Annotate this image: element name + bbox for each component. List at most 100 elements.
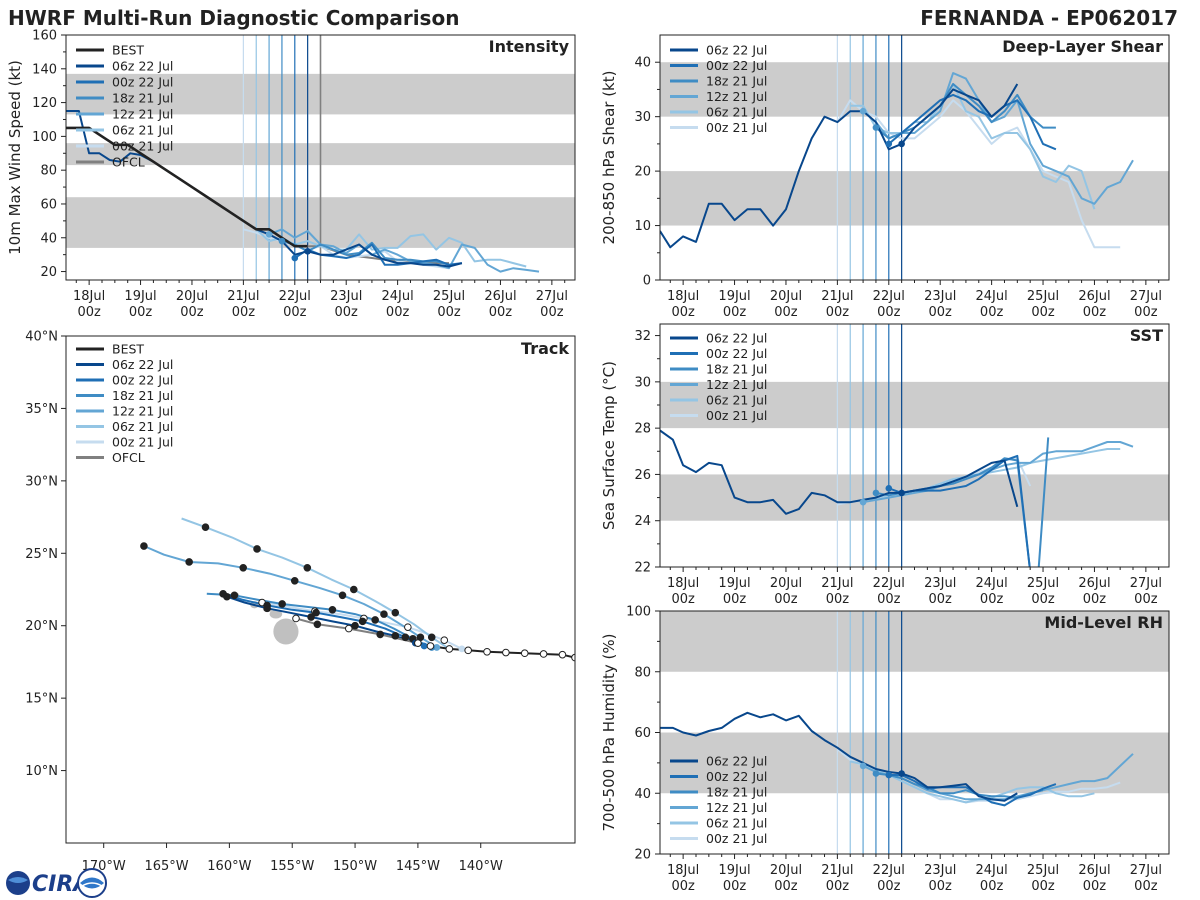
sst-x-tick-label-date: 21Jul xyxy=(821,576,853,591)
rh-y-tick-label: 40 xyxy=(634,787,651,802)
intensity-x-tick-label-date: 25Jul xyxy=(433,289,465,304)
track-start-marker-00z-22-jul xyxy=(421,643,428,650)
track-y-tick-label: 20°N xyxy=(25,619,58,634)
sst-init-marker-12z-21-jul xyxy=(860,499,867,506)
shear-init-marker-00z-22-jul xyxy=(885,141,892,148)
track-position-marker-00z-22-jul xyxy=(359,618,366,625)
intensity-y-tick-label: 160 xyxy=(32,29,57,44)
rh-init-marker-06z-22-jul xyxy=(898,770,905,777)
legend-label-18z-21-jul: 18z 21 Jul xyxy=(706,785,767,800)
rh-x-tick-label-hour: 00z xyxy=(723,879,747,894)
legend-label-18z-21-jul: 18z 21 Jul xyxy=(112,388,173,403)
track-position-marker-06z-21-jul xyxy=(351,586,358,593)
rh-x-tick-label-hour: 00z xyxy=(671,879,695,894)
intensity-y-tick-label: 20 xyxy=(40,265,57,280)
rh-x-tick-label-date: 23Jul xyxy=(924,863,956,878)
track-position-marker-06z-22-jul xyxy=(392,633,399,640)
sst-x-tick-label-hour: 00z xyxy=(877,592,901,607)
track-position-marker-12z-21-jul xyxy=(381,611,388,618)
rh-x-tick-label-date: 19Jul xyxy=(718,863,750,878)
shear-y-tick-label: 0 xyxy=(643,274,651,289)
sst-init-marker-18z-21-jul xyxy=(873,490,880,497)
rh-y-axis-label: 700-500 hPa Humidity (%) xyxy=(600,633,618,831)
sst-x-tick-label-hour: 00z xyxy=(1134,592,1158,607)
track-position-marker-12z-21-jul xyxy=(186,559,193,566)
rh-x-tick-label-hour: 00z xyxy=(877,879,901,894)
rh-y-tick-label: 80 xyxy=(634,665,651,680)
shear-x-tick-label-hour: 00z xyxy=(1134,305,1158,320)
track-position-marker-ofcl xyxy=(377,631,384,638)
track-x-tick-label: 165°W xyxy=(144,859,188,874)
shear-y-tick-label: 40 xyxy=(634,56,651,71)
track-position-marker-best xyxy=(465,647,472,654)
legend-label-ofcl: OFCL xyxy=(112,155,145,170)
sst-x-tick-label-hour: 00z xyxy=(826,592,850,607)
track-position-marker-12z-21-jul xyxy=(141,543,148,550)
rh-x-tick-label-date: 22Jul xyxy=(873,863,905,878)
noaa-logo-icon xyxy=(78,869,106,897)
rh-panel: 2040608010018Jul00z19Jul00z20Jul00z21Jul… xyxy=(600,605,1169,895)
intensity-x-tick-label-date: 19Jul xyxy=(124,289,156,304)
track-position-marker-best xyxy=(427,643,434,650)
shear-x-tick-label-date: 25Jul xyxy=(1027,289,1059,304)
legend-label-06z-22-jul: 06z 22 Jul xyxy=(112,59,173,74)
legend-label-06z-22-jul: 06z 22 Jul xyxy=(706,43,767,58)
rh-x-tick-label-hour: 00z xyxy=(1083,879,1107,894)
shear-x-tick-label-date: 20Jul xyxy=(770,289,802,304)
rh-x-tick-label-date: 27Jul xyxy=(1130,863,1162,878)
track-start-marker-00z-21-jul xyxy=(458,645,465,652)
intensity-y-tick-label: 140 xyxy=(32,62,57,77)
legend-label-12z-21-jul: 12z 21 Jul xyxy=(706,377,767,392)
track-panel-title: Track xyxy=(521,339,569,358)
sst-x-tick-label-date: 25Jul xyxy=(1027,576,1059,591)
sst-y-tick-label: 32 xyxy=(634,329,651,344)
track-position-marker-06z-21-jul xyxy=(428,634,435,641)
track-y-tick-label: 10°N xyxy=(25,764,58,779)
rh-x-tick-label-hour: 00z xyxy=(1134,879,1158,894)
track-position-marker-best xyxy=(503,649,510,656)
intensity-x-tick-label-hour: 00z xyxy=(489,305,513,320)
shear-x-tick-label-date: 27Jul xyxy=(1130,289,1162,304)
track-position-marker-00z-21-jul xyxy=(405,624,412,631)
rh-x-tick-label-hour: 00z xyxy=(774,879,798,894)
shear-x-tick-label-date: 18Jul xyxy=(667,289,699,304)
track-position-marker-18z-21-jul xyxy=(231,592,238,599)
track-position-marker-best xyxy=(540,651,547,658)
track-panel: 10°N15°N20°N25°N30°N35°N40°N170°W165°W16… xyxy=(25,330,578,875)
sst-x-tick-label-date: 20Jul xyxy=(770,576,802,591)
legend-label-00z-21-jul: 00z 21 Jul xyxy=(706,120,767,135)
cira-logo: CIRA xyxy=(4,866,108,900)
track-y-tick-label: 25°N xyxy=(25,547,58,562)
shear-x-tick-label-date: 24Jul xyxy=(976,289,1008,304)
shear-y-tick-label: 10 xyxy=(634,219,651,234)
shear-x-tick-label-date: 22Jul xyxy=(873,289,905,304)
track-position-marker-ofcl xyxy=(293,615,300,622)
sst-x-tick-label-hour: 00z xyxy=(774,592,798,607)
sst-x-tick-label-date: 26Jul xyxy=(1078,576,1110,591)
track-position-marker-18z-21-jul xyxy=(329,606,336,613)
legend-label-ofcl: OFCL xyxy=(112,450,145,465)
legend-label-00z-22-jul: 00z 22 Jul xyxy=(112,75,173,90)
shear-x-tick-label-hour: 00z xyxy=(929,305,953,320)
legend-label-06z-22-jul: 06z 22 Jul xyxy=(706,754,767,769)
rh-init-marker-12z-21-jul xyxy=(860,763,867,770)
legend-label-00z-21-jul: 00z 21 Jul xyxy=(706,831,767,846)
sst-x-tick-label-date: 24Jul xyxy=(976,576,1008,591)
track-position-marker-best xyxy=(559,651,566,658)
legend-label-00z-21-jul: 00z 21 Jul xyxy=(112,139,173,154)
shear-init-marker-12z-21-jul xyxy=(860,108,867,115)
legend-label-best: BEST xyxy=(112,342,144,357)
track-y-tick-label: 30°N xyxy=(25,474,58,489)
intensity-x-tick-label-date: 21Jul xyxy=(227,289,259,304)
rh-x-tick-label-hour: 00z xyxy=(826,879,850,894)
intensity-x-tick-label-hour: 00z xyxy=(437,305,461,320)
shear-x-tick-label-hour: 00z xyxy=(877,305,901,320)
track-x-tick-label: 160°W xyxy=(207,859,251,874)
legend-label-06z-21-jul: 06z 21 Jul xyxy=(706,816,767,831)
shear-y-tick-label: 30 xyxy=(634,110,651,125)
legend-label-12z-21-jul: 12z 21 Jul xyxy=(112,404,173,419)
track-position-marker-ofcl xyxy=(314,621,321,628)
track-position-marker-18z-21-jul xyxy=(279,601,286,608)
rh-panel-title: Mid-Level RH xyxy=(1044,613,1163,632)
track-y-tick-label: 40°N xyxy=(25,330,58,345)
